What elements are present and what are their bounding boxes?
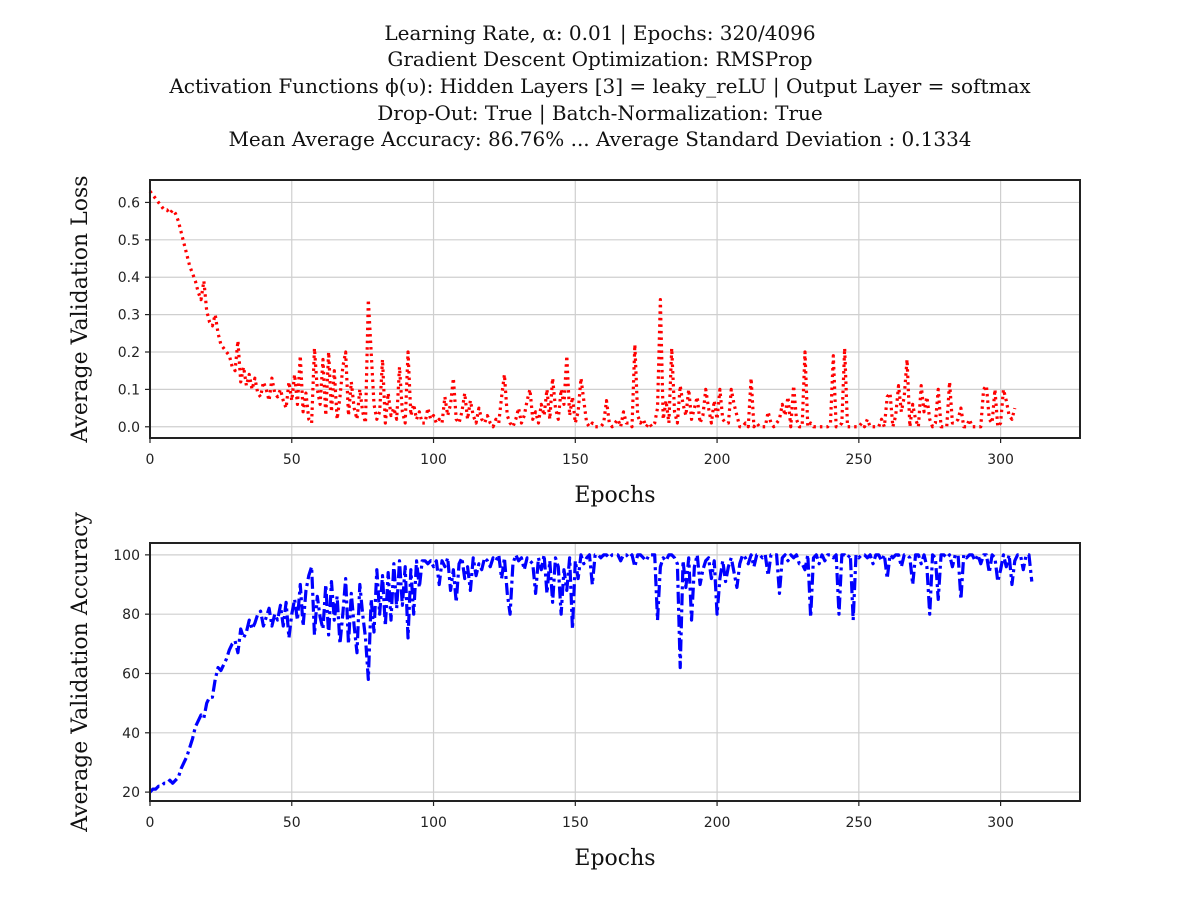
loss-ticks: 0 50 100 150 200 250 300 0.0 0.1 0.2 0.3 0.4 0.5 0.6 (118, 195, 1014, 468)
loss-x-tick-label: 250 (845, 452, 872, 468)
title-line-3: Activation Functions ϕ(υ): Hidden Layers… (168, 74, 1031, 99)
loss-y-axis-label: Average Validation Loss (68, 175, 93, 443)
title-line-2: Gradient Descent Optimization: RMSProp (387, 47, 812, 71)
loss-y-tick-label: 0.5 (118, 233, 140, 249)
accuracy-ticks: 0 50 100 150 200 250 300 20 40 60 80 100 (113, 548, 1014, 831)
loss-x-tick-label: 200 (704, 452, 731, 468)
loss-x-tick-label: 300 (987, 452, 1014, 468)
title-line-1: Learning Rate, α: 0.01 | Epochs: 320/409… (384, 21, 815, 46)
loss-y-tick-label: 0.4 (118, 270, 140, 286)
loss-x-tick-label: 0 (146, 452, 155, 468)
accuracy-y-tick-label: 60 (122, 666, 140, 682)
loss-y-tick-label: 0.6 (118, 195, 140, 211)
accuracy-x-tick-label: 0 (146, 815, 155, 831)
loss-grid (149, 180, 1080, 438)
loss-y-tick-label: 0.3 (118, 308, 140, 324)
accuracy-x-tick-label: 50 (283, 815, 301, 831)
loss-x-tick-label: 100 (420, 452, 447, 468)
loss-x-tick-label: 150 (562, 452, 589, 468)
accuracy-x-tick-label: 300 (987, 815, 1014, 831)
accuracy-y-axis-label: Average Validation Accuracy (68, 512, 93, 833)
accuracy-series-group (148, 553, 1034, 794)
accuracy-x-tick-label: 200 (704, 815, 731, 831)
loss-series-group (148, 190, 1017, 429)
accuracy-series-line (148, 553, 1034, 794)
loss-y-tick-label: 0.2 (118, 345, 140, 361)
loss-series-line (148, 190, 1017, 429)
accuracy-y-tick-label: 100 (113, 548, 140, 564)
loss-plot-frame (149, 179, 1081, 439)
title-line-4: Drop-Out: True | Batch-Normalization: Tr… (377, 101, 823, 126)
accuracy-y-tick-label: 40 (122, 726, 140, 742)
accuracy-x-axis-label: Epochs (574, 846, 655, 871)
accuracy-chart: 0 50 100 150 200 250 300 20 40 60 80 100 Epochs Ave… (68, 512, 1081, 871)
accuracy-x-tick-label: 250 (845, 815, 872, 831)
accuracy-y-tick-label: 20 (122, 785, 140, 801)
accuracy-x-tick-label: 150 (562, 815, 589, 831)
loss-chart: 0 50 100 150 200 250 3000.00.10.20.30.40.50.6 … (68, 175, 1081, 508)
accuracy-x-tick-label: 100 (420, 815, 447, 831)
loss-y-tick-label: 0.1 (118, 382, 140, 398)
figure-title: Learning Rate, α: 0.01 | Epochs: 320/409… (168, 21, 1031, 151)
loss-x-tick-label: 50 (283, 452, 301, 468)
loss-x-axis-label: Epochs (574, 483, 655, 508)
loss-y-tick-label: 0.0 (118, 420, 140, 436)
accuracy-plot-frame (149, 542, 1081, 802)
accuracy-y-tick-label: 80 (122, 607, 140, 623)
title-line-5: Mean Average Accuracy: 86.76% ... Averag… (228, 127, 971, 151)
